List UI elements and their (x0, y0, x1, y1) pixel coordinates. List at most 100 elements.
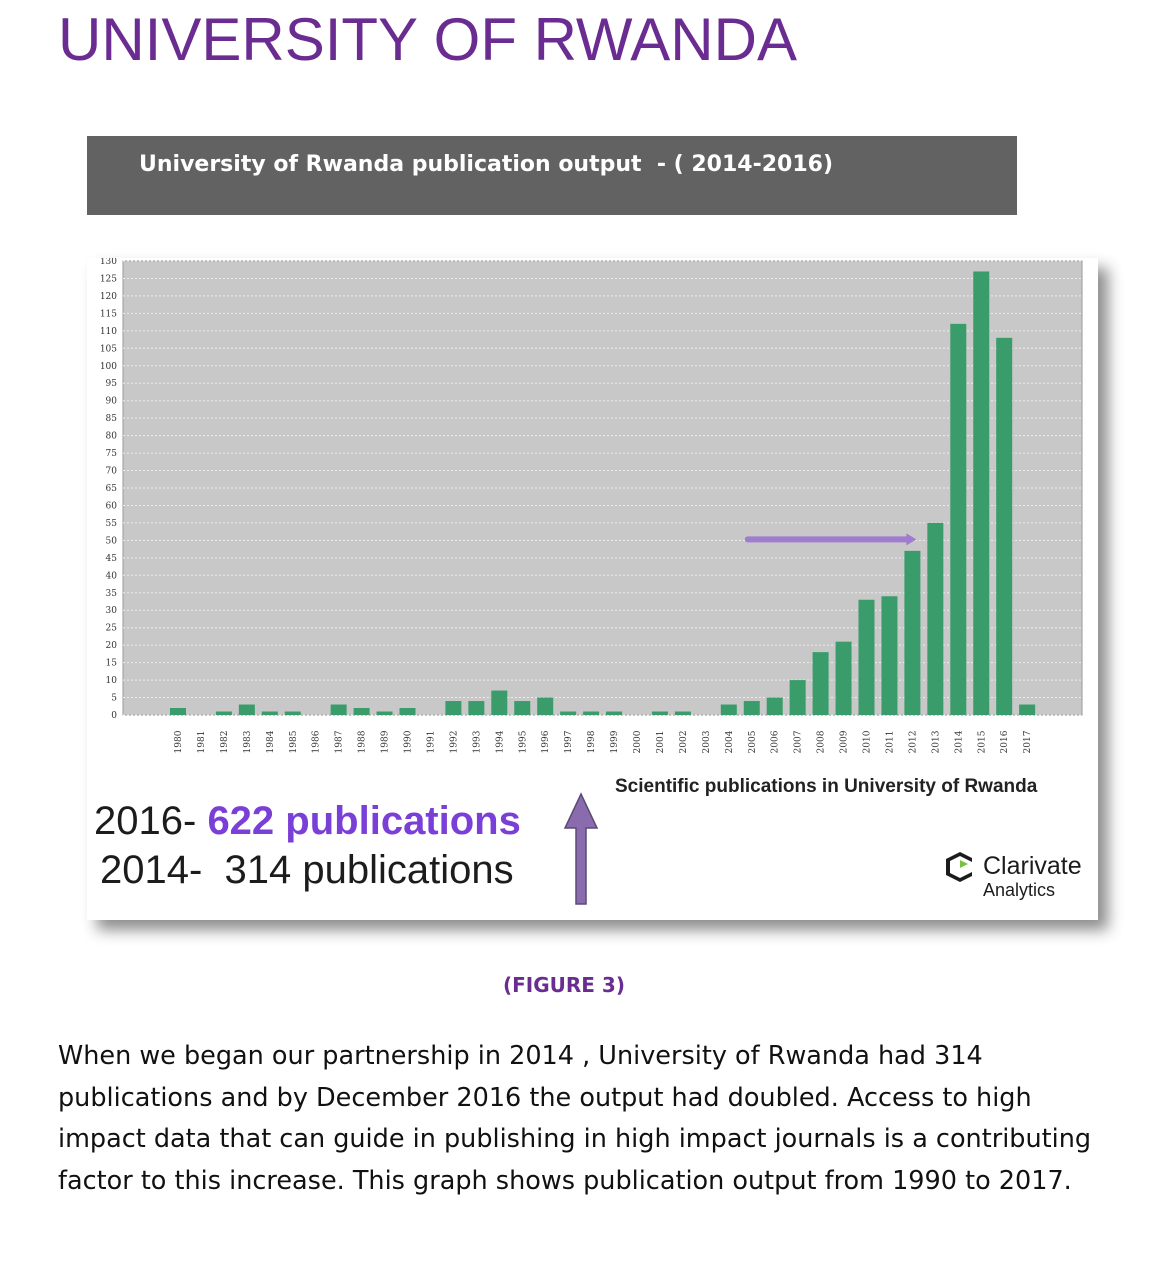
y-tick-label: 75 (106, 449, 118, 459)
bar-1995 (514, 701, 531, 715)
x-tick-label: 1988 (358, 730, 368, 753)
y-tick-label: 5 (111, 694, 117, 704)
bar-1999 (606, 711, 623, 715)
y-tick-label: 105 (100, 344, 117, 354)
y-tick-label: 55 (106, 519, 118, 529)
bar-1983 (238, 704, 255, 715)
bar-2011 (881, 596, 898, 715)
y-tick-label: 110 (100, 327, 117, 337)
x-tick-label: 1991 (426, 731, 436, 754)
x-tick-label: 1986 (312, 730, 322, 753)
figure-panel: 0 5 10 15 20 25 30 35 40 45 50 55 60 65 70 75 80 85 90 95 10… (87, 258, 1098, 920)
bar-1990 (399, 708, 416, 715)
stat-2016: 2016- 622 publications (94, 798, 521, 844)
bar-1993 (468, 701, 485, 715)
y-tick-label: 65 (106, 484, 118, 494)
bar-2002 (674, 711, 691, 715)
figure-caption: (FIGURE 3) (503, 973, 625, 997)
y-tick-label: 15 (106, 659, 118, 669)
x-tick-label: 2005 (748, 730, 758, 753)
logo-name: Clarivate (983, 852, 1082, 880)
logo-subtitle: Analytics (983, 880, 1056, 900)
x-tick-label: 2016 (1000, 730, 1010, 753)
bar-2013 (927, 522, 944, 715)
bar-1998 (583, 711, 600, 715)
y-tick-label: 80 (106, 432, 118, 442)
bar-2008 (812, 652, 829, 715)
x-tick-label: 2004 (725, 730, 735, 753)
bar-1997 (560, 711, 577, 715)
stat-2014: 2014- 314 publications (100, 847, 514, 893)
bar-1988 (353, 708, 370, 715)
x-tick-label: 1995 (518, 730, 528, 753)
x-tick-label: 2000 (633, 730, 643, 753)
annotation-arrow-head (906, 533, 917, 546)
bar-1985 (284, 711, 301, 715)
x-tick-label: 2001 (656, 731, 666, 754)
bar-1989 (376, 711, 393, 715)
x-tick-label: 1989 (381, 730, 391, 753)
y-tick-label: 100 (100, 362, 117, 372)
x-tick-label: 2011 (885, 731, 895, 754)
bar-1996 (537, 697, 554, 715)
bar-2006 (766, 697, 783, 715)
y-tick-label: 85 (106, 414, 118, 424)
y-tick-label: 50 (106, 536, 118, 546)
x-tick-label: 2007 (794, 730, 804, 753)
x-tick-label: 1999 (610, 730, 620, 753)
up-arrow-icon (563, 792, 599, 905)
bar-1980 (170, 708, 186, 715)
x-tick-label: 2006 (771, 730, 781, 753)
chart-banner: University of Rwanda publication output … (87, 136, 1017, 215)
x-tick-label: 1981 (197, 731, 207, 754)
y-tick-label: 90 (106, 397, 118, 407)
y-tick-label: 35 (106, 589, 118, 599)
clarivate-logo-icon (946, 852, 972, 882)
bar-chart: 0 5 10 15 20 25 30 35 40 45 50 55 60 65 70 75 80 85 90 95 10… (87, 258, 1095, 754)
bar-1987 (330, 704, 347, 715)
x-tick-label: 2003 (702, 730, 712, 753)
y-tick-label: 45 (106, 554, 118, 564)
plot-area (122, 260, 1083, 716)
x-tick-label: 2014 (954, 730, 964, 753)
x-tick-label: 1994 (495, 730, 505, 753)
y-tick-label: 20 (106, 641, 118, 651)
x-tick-label: 1987 (335, 730, 345, 753)
y-tick-label: 10 (106, 676, 118, 686)
y-tick-label: 130 (100, 258, 117, 267)
bar-1984 (261, 711, 278, 715)
x-tick-label: 1998 (587, 730, 597, 753)
x-tick-label: 2002 (679, 731, 689, 754)
x-tick-label: 1982 (220, 731, 230, 754)
bar-2005 (743, 701, 760, 715)
bar-2009 (835, 641, 852, 715)
bar-2017 (1019, 704, 1036, 715)
stat-2014-value: 314 publications (213, 848, 514, 892)
bar-2007 (789, 680, 806, 715)
x-tick-label: 2012 (908, 731, 918, 754)
y-tick-label: 115 (100, 309, 117, 319)
chart-source-caption: Scientific publications in University of… (615, 776, 1038, 797)
x-tick-label: 2015 (977, 730, 987, 753)
y-tick-label: 0 (111, 711, 117, 721)
x-tick-label: 1992 (449, 731, 459, 754)
bar-2014 (950, 323, 967, 715)
bar-2004 (720, 704, 737, 715)
y-tick-label: 40 (106, 571, 118, 581)
y-tick-label: 30 (106, 606, 118, 616)
x-tick-label: 1990 (404, 730, 414, 753)
x-tick-label: 2010 (863, 730, 873, 753)
y-tick-label: 60 (106, 501, 118, 511)
bar-1994 (491, 690, 508, 715)
stat-2016-year: 2016- (94, 799, 197, 843)
bar-1992 (445, 701, 462, 715)
x-tick-label: 1993 (472, 730, 482, 753)
bar-2015 (973, 271, 990, 715)
bar-2010 (858, 599, 875, 715)
x-tick-label: 1980 (174, 730, 184, 753)
stat-2014-year: 2014- (100, 848, 203, 892)
x-tick-label: 2008 (817, 730, 827, 753)
x-tick-label: 1984 (266, 730, 276, 753)
bar-1982 (215, 711, 232, 715)
x-tick-label: 2013 (931, 730, 941, 753)
